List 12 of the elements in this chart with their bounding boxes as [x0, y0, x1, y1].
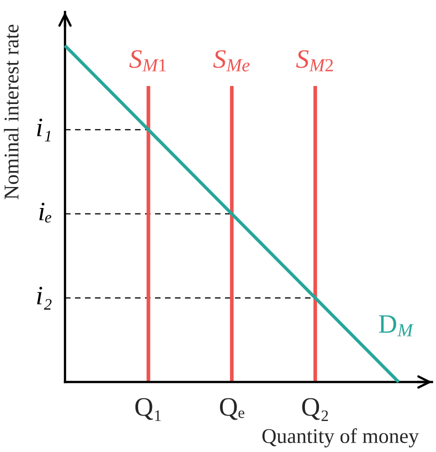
x-tick-label: Q₂ [302, 398, 328, 421]
x-tick-label: Qₑ [220, 398, 244, 420]
x-axis-title: Quantity of money [262, 428, 419, 448]
ref-line-label: i₁ [37, 118, 50, 142]
series-label: D$_{M}$ [378, 315, 414, 336]
ref-line-label: i₂ [37, 286, 52, 310]
ref-line-label: S$_{M1}$ [129, 50, 166, 72]
y-axis-title: Nominal interest rate [4, 24, 19, 200]
x-tick-label: Q₁ [135, 398, 161, 421]
ref-line-label: iₑ [39, 202, 52, 223]
ref-line-label: S$_{Me}$ [213, 50, 250, 72]
ref-line-label: S$_{M2}$ [296, 50, 333, 72]
